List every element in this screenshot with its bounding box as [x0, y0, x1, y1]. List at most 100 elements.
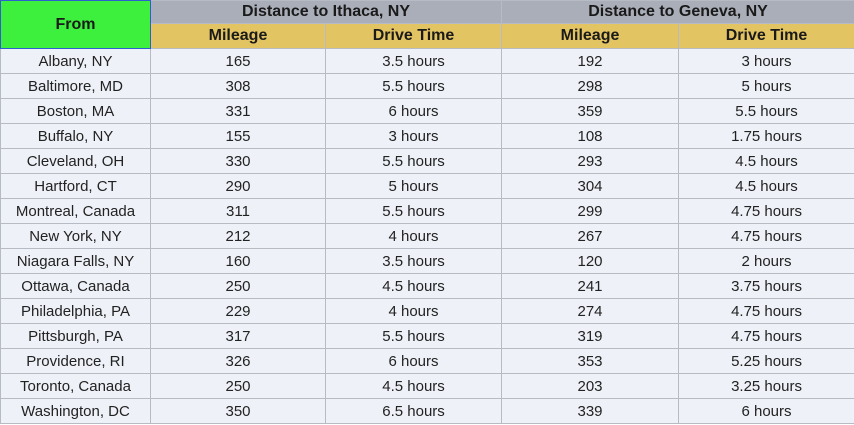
table-row: Pittsburgh, PA 317 5.5 hours 319 4.75 hours — [0, 323, 854, 349]
from-column-header: From — [0, 0, 151, 49]
ithaca-drive-time-cell: 4.5 hours — [324, 273, 503, 299]
table-header: From Distance to Ithaca, NY Distance to … — [0, 0, 854, 49]
from-cell: Toronto, Canada — [0, 373, 151, 399]
table-row: Niagara Falls, NY 160 3.5 hours 120 2 hours — [0, 248, 854, 274]
geneva-drive-time-cell: 1.75 hours — [678, 123, 854, 149]
table-row: Albany, NY 165 3.5 hours 192 3 hours — [0, 48, 854, 74]
ithaca-mileage-cell: 290 — [150, 173, 326, 199]
geneva-mileage-cell: 359 — [501, 98, 680, 124]
ithaca-mileage-cell: 330 — [150, 148, 326, 174]
table-row: Philadelphia, PA 229 4 hours 274 4.75 hours — [0, 298, 854, 324]
from-cell: Philadelphia, PA — [0, 298, 151, 324]
ithaca-mileage-header: Mileage — [150, 23, 326, 49]
from-cell: Pittsburgh, PA — [0, 323, 151, 349]
table-row: Ottawa, Canada 250 4.5 hours 241 3.75 hours — [0, 273, 854, 299]
geneva-drive-time-cell: 4.75 hours — [678, 198, 854, 224]
geneva-drive-time-cell: 6 hours — [678, 398, 854, 424]
ithaca-mileage-cell: 350 — [150, 398, 326, 424]
table-row: Baltimore, MD 308 5.5 hours 298 5 hours — [0, 73, 854, 99]
ithaca-group-header: Distance to Ithaca, NY — [149, 0, 503, 24]
from-cell: Washington, DC — [0, 398, 151, 424]
geneva-mileage-cell: 120 — [501, 248, 680, 274]
geneva-mileage-cell: 241 — [501, 273, 680, 299]
from-cell: Boston, MA — [0, 98, 151, 124]
geneva-mileage-cell: 339 — [501, 398, 680, 424]
geneva-drive-time-cell: 4.5 hours — [678, 173, 854, 199]
ithaca-drive-time-cell: 5.5 hours — [324, 323, 503, 349]
from-cell: Baltimore, MD — [0, 73, 151, 99]
geneva-drive-time-cell: 5 hours — [678, 73, 854, 99]
from-cell: Niagara Falls, NY — [0, 248, 151, 274]
geneva-mileage-cell: 108 — [501, 123, 680, 149]
from-cell: Montreal, Canada — [0, 198, 151, 224]
geneva-drive-time-cell: 2 hours — [678, 248, 854, 274]
geneva-mileage-cell: 293 — [501, 148, 680, 174]
table-row: Montreal, Canada 311 5.5 hours 299 4.75 hour… — [0, 198, 854, 224]
geneva-mileage-cell: 298 — [501, 73, 680, 99]
ithaca-mileage-cell: 160 — [150, 248, 326, 274]
ithaca-mileage-cell: 155 — [150, 123, 326, 149]
from-cell: Cleveland, OH — [0, 148, 151, 174]
ithaca-mileage-cell: 250 — [150, 373, 326, 399]
geneva-mileage-cell: 304 — [501, 173, 680, 199]
ithaca-mileage-cell: 165 — [150, 48, 326, 74]
header-row-groups: From Distance to Ithaca, NY Distance to … — [0, 0, 854, 49]
ithaca-mileage-cell: 212 — [150, 223, 326, 249]
table-body: Albany, NY 165 3.5 hours 192 3 hours Baltimor… — [0, 48, 854, 424]
ithaca-drive-time-cell: 4 hours — [324, 298, 503, 324]
ithaca-mileage-cell: 317 — [150, 323, 326, 349]
from-cell: Hartford, CT — [0, 173, 151, 199]
geneva-mileage-cell: 267 — [501, 223, 680, 249]
ithaca-mileage-cell: 229 — [150, 298, 326, 324]
ithaca-mileage-cell: 250 — [150, 273, 326, 299]
ithaca-mileage-cell: 311 — [150, 198, 326, 224]
geneva-drive-time-cell: 3 hours — [678, 48, 854, 74]
geneva-mileage-cell: 274 — [501, 298, 680, 324]
geneva-mileage-cell: 353 — [501, 348, 680, 374]
geneva-drive-time-header: Drive Time — [678, 23, 854, 49]
geneva-drive-time-cell: 5.25 hours — [678, 348, 854, 374]
ithaca-drive-time-cell: 4.5 hours — [324, 373, 503, 399]
table-row: Washington, DC 350 6.5 hours 339 6 hours — [0, 398, 854, 424]
geneva-mileage-cell: 319 — [501, 323, 680, 349]
from-cell: Providence, RI — [0, 348, 151, 374]
table-row: Toronto, Canada 250 4.5 hours 203 3.25 hours — [0, 373, 854, 399]
from-cell: New York, NY — [0, 223, 151, 249]
table-row: Providence, RI 326 6 hours 353 5.25 hours — [0, 348, 854, 374]
ithaca-mileage-cell: 331 — [150, 98, 326, 124]
ithaca-drive-time-cell: 5 hours — [324, 173, 503, 199]
geneva-mileage-header: Mileage — [501, 23, 680, 49]
geneva-drive-time-cell: 4.75 hours — [678, 298, 854, 324]
from-cell: Ottawa, Canada — [0, 273, 151, 299]
geneva-mileage-cell: 299 — [501, 198, 680, 224]
ithaca-drive-time-cell: 5.5 hours — [324, 198, 503, 224]
ithaca-drive-time-cell: 5.5 hours — [324, 148, 503, 174]
ithaca-drive-time-header: Drive Time — [324, 23, 503, 49]
ithaca-drive-time-cell: 3.5 hours — [324, 248, 503, 274]
ithaca-drive-time-cell: 3.5 hours — [324, 48, 503, 74]
geneva-drive-time-cell: 4.75 hours — [678, 223, 854, 249]
geneva-group-header: Distance to Geneva, NY — [501, 0, 854, 24]
table-row: Boston, MA 331 6 hours 359 5.5 hours — [0, 98, 854, 124]
geneva-mileage-cell: 203 — [501, 373, 680, 399]
geneva-drive-time-cell: 4.75 hours — [678, 323, 854, 349]
geneva-drive-time-cell: 5.5 hours — [678, 98, 854, 124]
geneva-drive-time-cell: 4.5 hours — [678, 148, 854, 174]
ithaca-drive-time-cell: 6.5 hours — [324, 398, 503, 424]
from-cell: Albany, NY — [0, 48, 151, 74]
ithaca-drive-time-cell: 6 hours — [324, 348, 503, 374]
geneva-drive-time-cell: 3.75 hours — [678, 273, 854, 299]
ithaca-mileage-cell: 326 — [150, 348, 326, 374]
from-cell: Buffalo, NY — [0, 123, 151, 149]
table-row: New York, NY 212 4 hours 267 4.75 hours — [0, 223, 854, 249]
table-row: Hartford, CT 290 5 hours 304 4.5 hours — [0, 173, 854, 199]
ithaca-drive-time-cell: 6 hours — [324, 98, 503, 124]
table-row: Cleveland, OH 330 5.5 hours 293 4.5 hours — [0, 148, 854, 174]
ithaca-drive-time-cell: 5.5 hours — [324, 73, 503, 99]
ithaca-drive-time-cell: 3 hours — [324, 123, 503, 149]
header-row-subcolumns: Mileage Drive Time Mileage Drive Time — [1, 23, 854, 49]
table-row: Buffalo, NY 155 3 hours 108 1.75 hours — [0, 123, 854, 149]
geneva-mileage-cell: 192 — [501, 48, 680, 74]
ithaca-drive-time-cell: 4 hours — [324, 223, 503, 249]
